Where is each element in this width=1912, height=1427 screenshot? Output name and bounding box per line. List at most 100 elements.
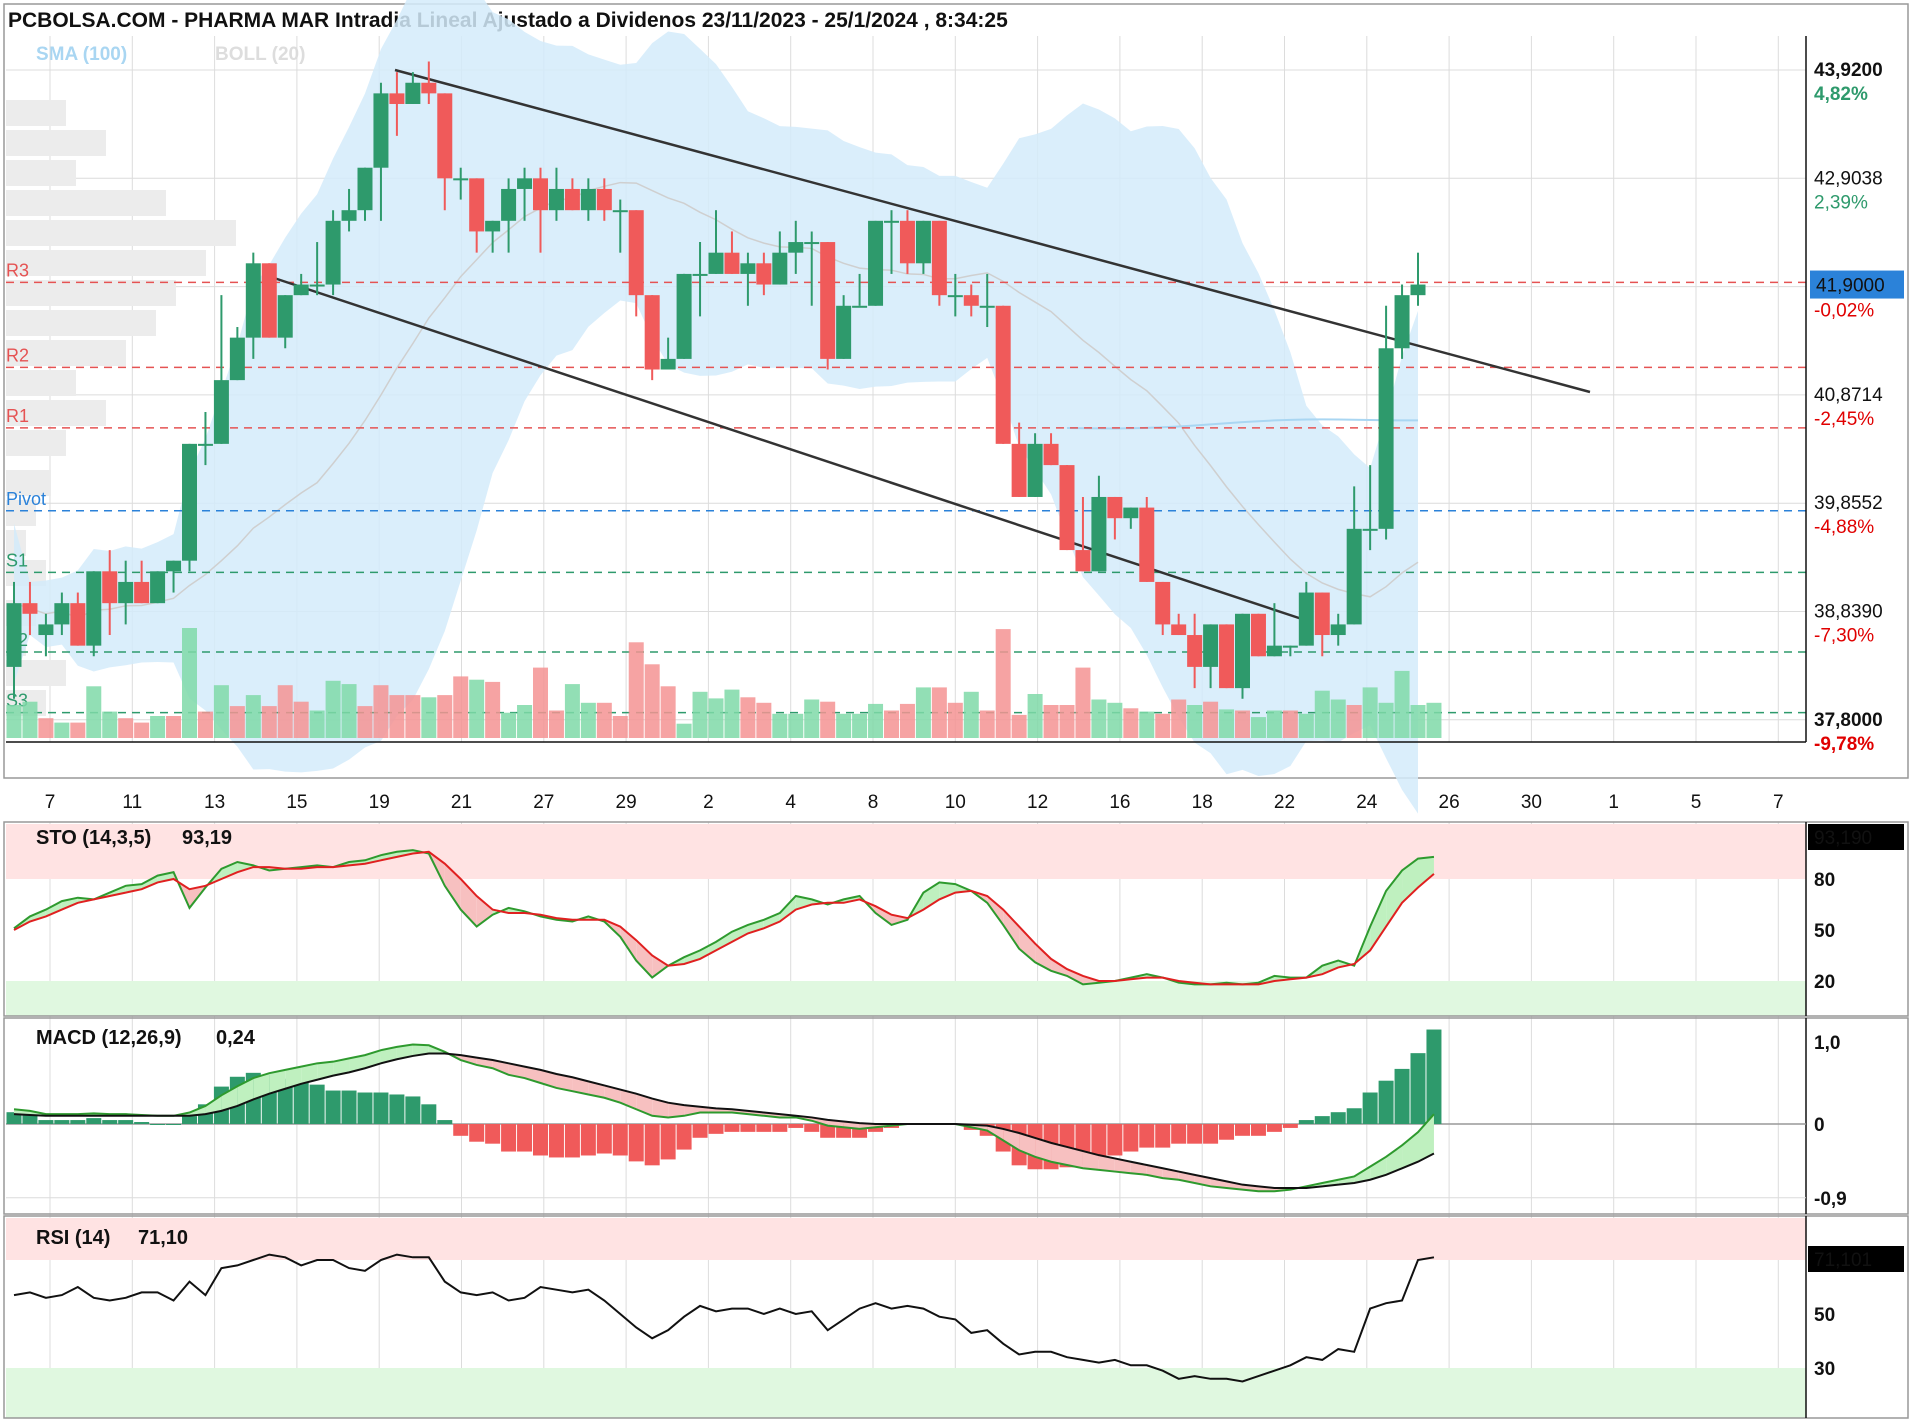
- volume-bar: [1043, 705, 1059, 738]
- volume-profile-bar: [6, 280, 176, 306]
- macd-fill: [492, 1060, 509, 1075]
- volume-bar: [1075, 667, 1091, 738]
- macd-histogram-bar: [309, 1084, 325, 1124]
- candle: [325, 210, 341, 296]
- macd-histogram-bar: [1362, 1092, 1378, 1124]
- macd-histogram-bar: [1203, 1124, 1219, 1144]
- candle: [1250, 613, 1266, 657]
- candle: [1075, 496, 1091, 572]
- pct-tick-label: -2,45%: [1814, 409, 1874, 430]
- candle-body: [134, 581, 150, 604]
- macd-fill: [1003, 1128, 1020, 1151]
- candle: [150, 571, 166, 604]
- candle-body: [277, 295, 293, 338]
- macd-tick-label: 1,0: [1814, 1033, 1840, 1054]
- candle: [1171, 613, 1187, 636]
- macd-histogram-bar: [788, 1124, 804, 1128]
- macd-histogram-bar: [1330, 1112, 1346, 1124]
- macd-histogram-bar: [150, 1124, 166, 1125]
- pct-tick-label: -0,02%: [1814, 301, 1874, 322]
- volume-profile-bar: [6, 470, 51, 496]
- candle: [676, 273, 692, 359]
- candle-body: [1235, 613, 1250, 689]
- candle-body: [1139, 507, 1155, 582]
- candle: [197, 411, 213, 466]
- volume-bar: [564, 684, 580, 738]
- volume-bar: [229, 706, 245, 738]
- volume-profile-bar: [6, 430, 66, 456]
- candle-body: [389, 93, 405, 104]
- sto-fill: [1370, 890, 1387, 951]
- sto-fill: [1418, 856, 1434, 888]
- volume-bar: [533, 667, 548, 738]
- candle-body: [293, 284, 309, 296]
- volume-bar: [166, 716, 182, 738]
- sto-tick-label: 80: [1814, 870, 1835, 891]
- candle-body: [660, 358, 676, 370]
- date-tick-label: 2: [703, 792, 714, 813]
- macd-fill: [301, 1063, 318, 1084]
- candle-body: [1282, 645, 1298, 648]
- candle: [38, 613, 54, 657]
- candle: [453, 167, 469, 200]
- macd-histogram-bar: [1378, 1080, 1394, 1124]
- volume-bar: [1235, 710, 1250, 738]
- macd-fill: [1210, 1178, 1227, 1188]
- candle-body: [868, 220, 884, 306]
- candle: [102, 550, 118, 636]
- candle: [293, 273, 309, 296]
- candle-body: [517, 178, 533, 189]
- rsi-panel-border: [3, 1215, 1909, 1419]
- candle: [1410, 252, 1426, 306]
- date-tick-label: 4: [785, 792, 796, 813]
- pct-tick-label: 2,39%: [1814, 192, 1868, 213]
- volume-bar: [517, 705, 533, 738]
- macd-histogram-bar: [1107, 1124, 1123, 1156]
- candle-body: [38, 624, 54, 636]
- last-price-label: 41,9000: [1816, 276, 1885, 297]
- date-tick-label: 11: [122, 792, 142, 813]
- macd-fill: [1082, 1151, 1099, 1170]
- macd-histogram-bar: [1410, 1053, 1426, 1124]
- volume-profile-bar: [6, 400, 106, 426]
- candle-body: [54, 603, 70, 625]
- candle: [612, 199, 628, 253]
- candle-body: [485, 220, 501, 232]
- sto-fill: [684, 950, 701, 964]
- macd-histogram-bar: [405, 1096, 421, 1124]
- sto-fill: [1386, 870, 1403, 927]
- volume-bar: [86, 686, 102, 738]
- macd-histogram-bar: [1155, 1124, 1171, 1148]
- volume-bar: [373, 685, 389, 738]
- candle-body: [150, 571, 166, 604]
- volume-bar: [182, 628, 197, 738]
- macd-fill: [1354, 1166, 1371, 1184]
- date-tick-label: 16: [1109, 792, 1130, 813]
- candle-body: [836, 305, 852, 359]
- macd-histogram-bar: [1346, 1108, 1362, 1124]
- volume-bar: [548, 710, 564, 738]
- candle: [1123, 507, 1139, 529]
- candle: [533, 167, 548, 253]
- candle: [261, 263, 277, 338]
- macd-histogram-bar: [485, 1124, 501, 1144]
- volume-bar: [485, 681, 501, 738]
- sto-fill: [716, 931, 732, 951]
- volume-bar: [915, 687, 931, 738]
- macd-histogram-bar: [325, 1090, 341, 1124]
- candle: [389, 72, 405, 136]
- volume-bar: [836, 713, 852, 738]
- candle-body: [102, 571, 118, 604]
- macd-histogram-bar: [86, 1118, 102, 1124]
- candle: [245, 252, 261, 359]
- macd-histogram-bar: [564, 1124, 580, 1158]
- macd-line: [13, 1043, 1435, 1193]
- candle-body: [1155, 581, 1171, 625]
- macd-signal-line: [13, 1052, 1435, 1189]
- candle: [868, 220, 884, 306]
- candle: [213, 295, 229, 444]
- macd-histogram-bar: [1139, 1124, 1155, 1148]
- macd-fill: [620, 1089, 637, 1110]
- sto-badge-label: 93,190: [1814, 828, 1872, 849]
- candle: [1027, 433, 1043, 497]
